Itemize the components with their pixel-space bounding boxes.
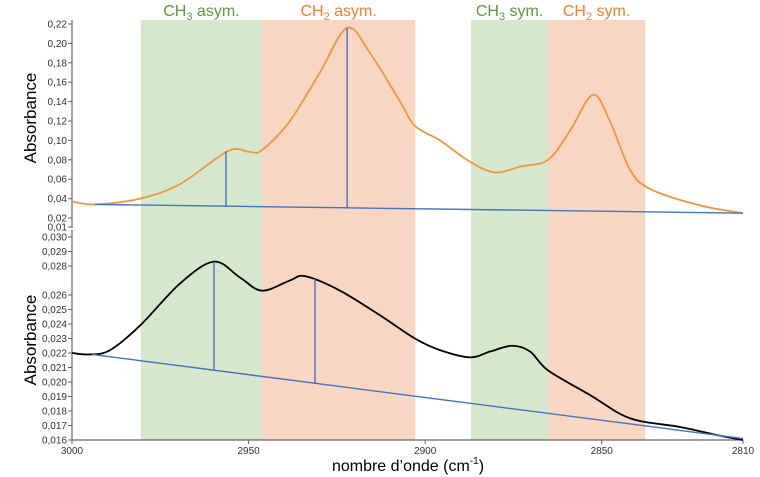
y-tick-label: 0,01 (48, 223, 68, 234)
y-tick-label: 0,04 (48, 194, 68, 205)
baseline-line (92, 353, 744, 440)
y-tick-label: 0,14 (48, 97, 68, 108)
band-region (140, 20, 262, 440)
y-tick-label: 0,08 (48, 155, 68, 166)
y-tick-label: 0,06 (48, 175, 68, 186)
y-tick-label: 0,024 (42, 320, 67, 331)
spectrum-line (71, 260, 744, 441)
y-tick-label: 0,025 (42, 305, 67, 316)
band-region (548, 20, 646, 440)
band-label: CH3 sym. (476, 3, 543, 23)
y-tick-label: 0,018 (42, 407, 67, 418)
y-tick-label: 0,02 (48, 214, 68, 225)
x-tick-label: 2950 (237, 446, 260, 457)
y-tick-label: 0,028 (42, 262, 67, 273)
y-axis-label-top: Absorbance (21, 73, 40, 164)
spectrum-line (71, 26, 744, 215)
y-tick-label: 0,030 (42, 233, 67, 244)
band-region (471, 20, 549, 440)
y-tick-label: 0,022 (42, 349, 67, 360)
band-label: CH2 asym. (300, 3, 376, 23)
x-tick-label: 2850 (591, 446, 614, 457)
band-region (261, 20, 416, 440)
band-label: CH3 asym. (163, 3, 239, 23)
y-tick-label: 0,026 (42, 291, 67, 302)
y-tick-label: 0,18 (48, 58, 68, 69)
band-label: CH2 sym. (563, 3, 630, 23)
y-tick-label: 0,020 (42, 378, 67, 389)
y-tick-label: 0,019 (42, 392, 67, 403)
y-tick-label: 0,029 (42, 247, 67, 258)
y-tick-label: 0,20 (48, 39, 68, 50)
y-tick-label: 0,023 (42, 334, 67, 345)
x-tick-label: 2810 (732, 446, 755, 457)
y-axis-label-bottom: Absorbance (21, 295, 40, 386)
y-tick-label: 0,22 (48, 20, 68, 31)
y-tick-label: 0,017 (42, 421, 67, 432)
y-tick-label: 0,016 (42, 436, 67, 447)
baseline-line (94, 203, 744, 214)
x-axis-label: nombre d’onde (cm-1) (332, 456, 484, 475)
y-tick-label: 0,12 (48, 117, 68, 128)
x-tick-label: 3000 (61, 446, 84, 457)
y-tick-label: 0,16 (48, 78, 68, 89)
x-tick-label: 2900 (414, 446, 437, 457)
y-tick-label: 0,021 (42, 363, 67, 374)
y-tick-label: 0,10 (48, 136, 68, 147)
